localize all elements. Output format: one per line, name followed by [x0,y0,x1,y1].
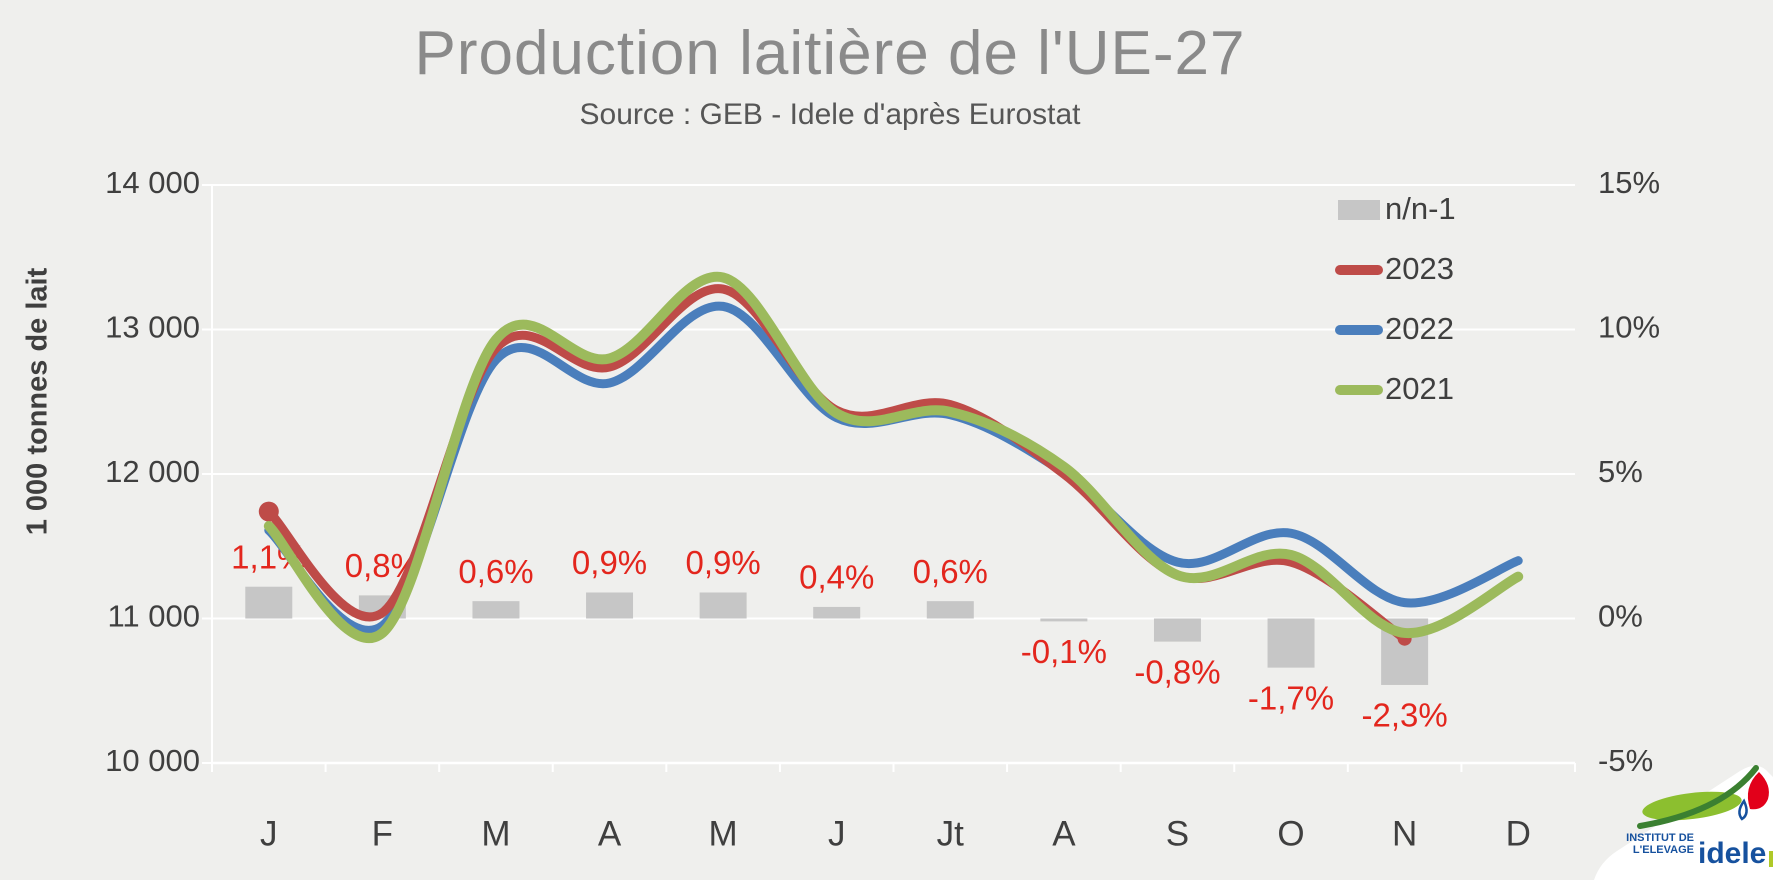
y2-axis-tick-label-10: 10% [1598,310,1660,345]
bar-nn1-6 [926,601,974,619]
x-axis-label-11-D: D [1506,814,1531,853]
bar-label-8: -0,8% [1134,653,1220,690]
bar-nn1-4 [699,592,747,619]
bar-label-2: 0,6% [458,553,533,590]
bar-label-6: 0,6% [913,553,988,590]
bar-nn1-3 [586,592,634,619]
x-axis-label-6-Jt: Jt [937,814,965,853]
logo-red-shape [1747,772,1769,810]
line-2023-start-marker [258,501,279,522]
y-axis-tick-label-13000: 13 000 [105,310,200,345]
y2-axis-tick-label-15: 15% [1598,165,1660,200]
bar-label-10: -2,3% [1362,697,1448,734]
bar-nn1-8 [1153,618,1201,642]
chart-subtitle: Source : GEB - Idele d'après Eurostat [579,98,1081,131]
logo-water-drop-icon [1738,798,1748,821]
x-axis-label-10-N: N [1392,814,1417,853]
chart-title: Production laitière de l'UE-27 [414,19,1246,88]
bar-nn1-2 [472,601,520,619]
y2-axis-tick-label-0: 0% [1598,599,1643,634]
x-axis-label-7-A: A [1052,814,1076,853]
x-axis-label-8-S: S [1166,814,1189,853]
legend-label-2023: 2023 [1385,251,1454,286]
bar-label-4: 0,9% [686,544,761,581]
bar-nn1-0 [245,586,293,619]
logo-edge-sliver [1769,851,1773,867]
logo-green-arc [1637,765,1759,829]
x-axis-label-2-M: M [481,814,510,853]
bar-label-7: -0,1% [1021,633,1107,670]
y-axis-title: 1 000 tonnes de lait [21,267,54,536]
legend-swatch-n/n-1 [1338,200,1380,220]
x-axis-label-1-F: F [372,814,393,853]
y-axis-tick-label-11000: 11 000 [107,599,200,634]
bar-label-9: -1,7% [1248,679,1334,716]
logo-brand-text: idele [1698,837,1766,870]
legend-label-2021: 2021 [1385,371,1454,406]
x-axis-label-4-M: M [709,814,738,853]
bar-label-3: 0,9% [572,544,647,581]
y-axis-tick-label-10000: 10 000 [105,743,200,778]
bar-nn1-7 [1040,618,1088,622]
x-axis-label-5-J: J [828,814,846,853]
x-axis-label-9-O: O [1277,814,1304,853]
logo-text-line1: INSTITUT DE [1626,832,1694,844]
legend-label-2022: 2022 [1385,311,1454,346]
y2-axis-tick-label--5: -5% [1598,743,1653,778]
y-axis-tick-label-12000: 12 000 [105,454,200,489]
line-2021 [263,271,1524,643]
y2-axis-tick-label-5: 5% [1598,454,1643,489]
logo-text-line2: L'ELEVAGE [1633,844,1694,856]
bar-nn1-9 [1267,618,1315,668]
x-axis-label-3-A: A [598,814,622,853]
bar-label-5: 0,4% [799,559,874,596]
bar-nn1-5 [813,606,861,619]
y-axis-tick-label-14000: 14 000 [105,165,200,200]
x-axis-label-0-J: J [260,814,278,853]
legend-label-n/n-1: n/n-1 [1385,191,1456,226]
